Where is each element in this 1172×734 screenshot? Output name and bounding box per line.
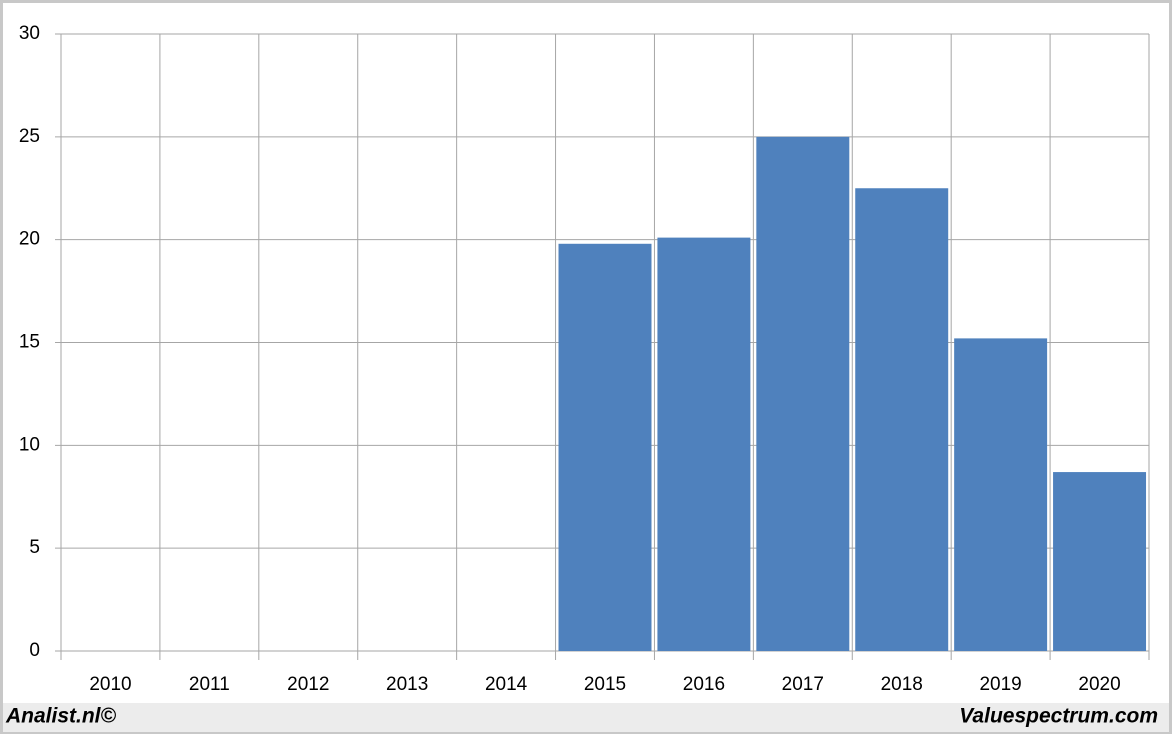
- x-tick-label: 2020: [1078, 674, 1120, 695]
- x-tick-label: 2017: [782, 674, 824, 695]
- y-tick-label: 20: [19, 229, 40, 250]
- x-tick-label: 2014: [485, 674, 528, 695]
- y-tick-label: 30: [19, 23, 40, 44]
- y-tick-label: 25: [19, 126, 40, 147]
- bar: [558, 243, 652, 651]
- y-tick-label: 5: [29, 537, 40, 558]
- footer-band: [3, 703, 1169, 732]
- x-tick-label: 2012: [287, 674, 329, 695]
- y-tick-label: 15: [19, 332, 40, 353]
- bar: [756, 136, 850, 652]
- source-right: Valuespectrum.com: [959, 705, 1158, 728]
- x-tick-label: 2016: [683, 674, 725, 695]
- x-tick-label: 2015: [584, 674, 626, 695]
- x-tick-label: 2011: [189, 674, 230, 695]
- bar: [954, 338, 1048, 651]
- y-tick-label: 10: [19, 434, 40, 455]
- y-tick-label: 0: [29, 640, 40, 661]
- source-left: Analist.nl©: [5, 705, 117, 728]
- bar: [1053, 472, 1147, 651]
- x-tick-label: 2013: [386, 674, 428, 695]
- x-tick-label: 2019: [979, 674, 1021, 695]
- bar: [657, 237, 751, 652]
- bar: [855, 188, 949, 651]
- x-tick-label: 2010: [89, 674, 131, 695]
- x-tick-label: 2018: [881, 674, 923, 695]
